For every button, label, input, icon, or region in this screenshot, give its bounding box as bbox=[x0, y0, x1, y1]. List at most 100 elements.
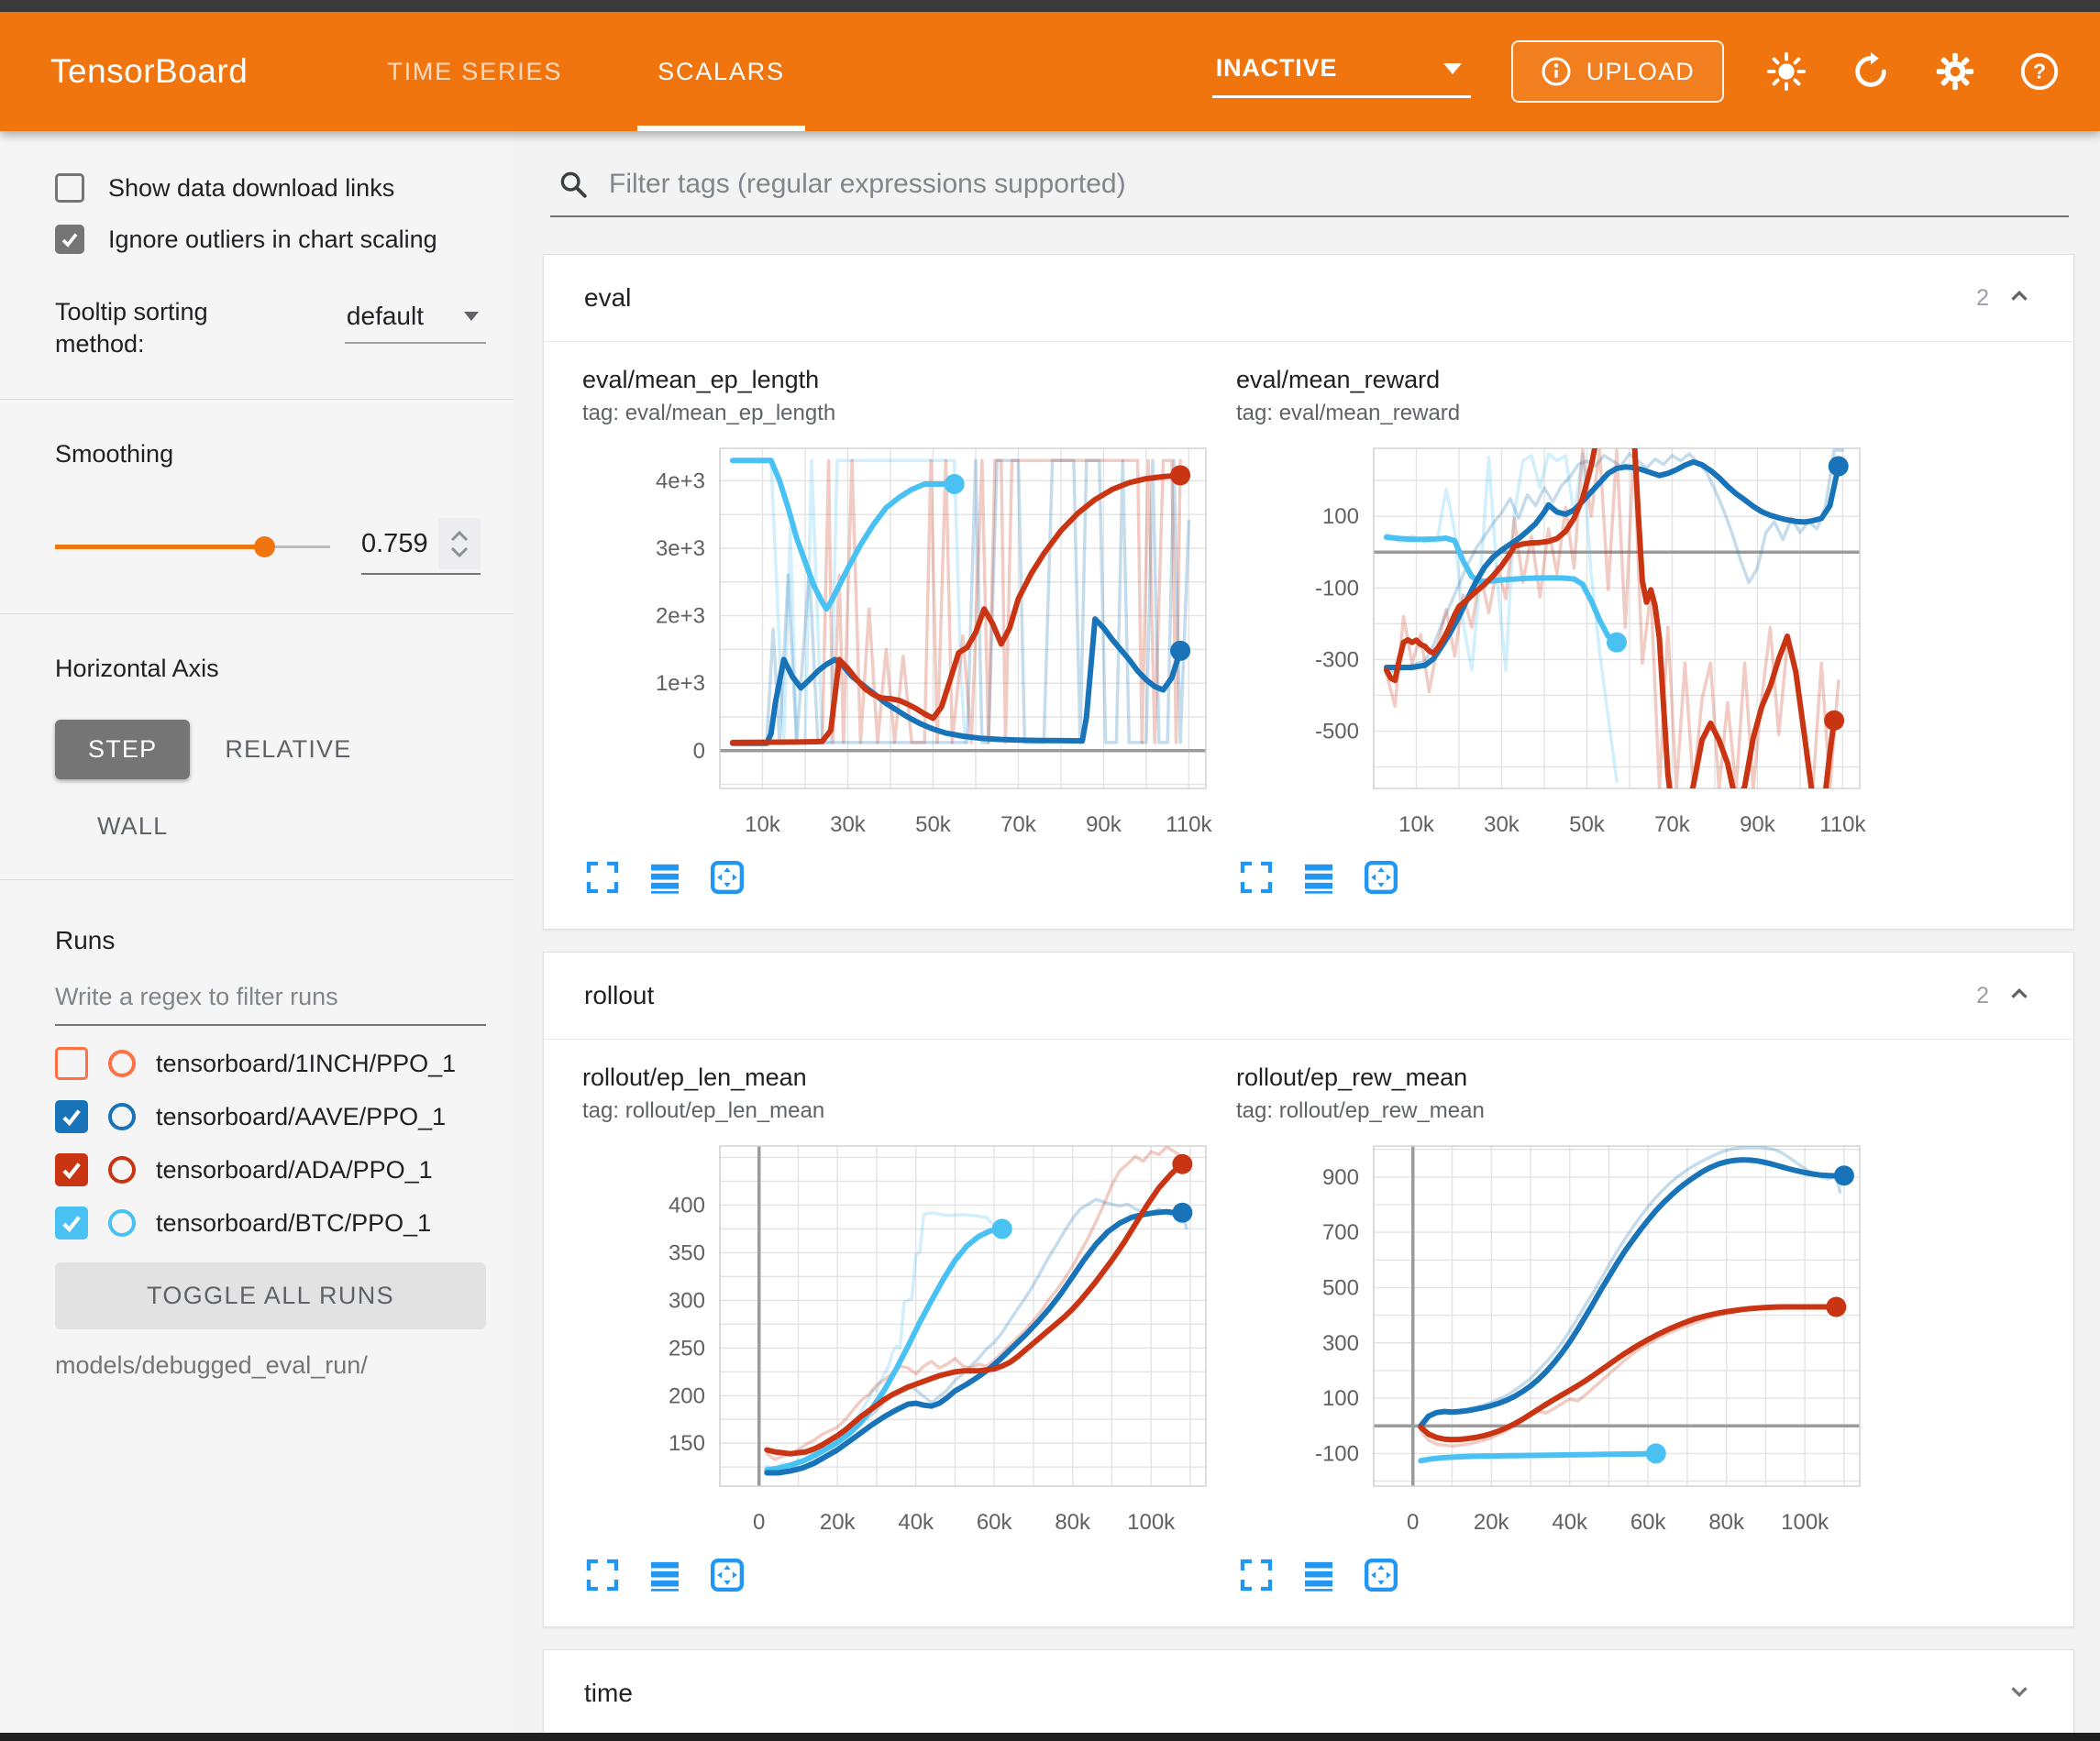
settings-gear-icon[interactable] bbox=[1933, 50, 1977, 94]
filter-tags-input[interactable] bbox=[607, 168, 2061, 201]
smoothing-row bbox=[55, 518, 486, 576]
run-label: tensorboard/AAVE/PPO_1 bbox=[156, 1102, 447, 1130]
fit-domain-icon[interactable] bbox=[1363, 1557, 1399, 1593]
series-end-dot-AAVE bbox=[1828, 456, 1849, 477]
chevron-up-icon[interactable] bbox=[2006, 282, 2033, 314]
show-download-links-checkbox[interactable]: Show data download links bbox=[55, 173, 486, 203]
smoothing-value-field bbox=[361, 518, 481, 576]
series-line-AAVE-smoothed bbox=[1418, 1157, 1847, 1429]
divider bbox=[0, 399, 514, 401]
series-line-AAVE-smoothed bbox=[1383, 458, 1841, 670]
runs-root-path: models/debugged_eval_run/ bbox=[55, 1351, 368, 1380]
run-label: tensorboard/BTC/PPO_1 bbox=[156, 1208, 432, 1237]
series-end-dot-AAVE bbox=[1172, 1202, 1193, 1223]
fit-domain-icon[interactable] bbox=[1363, 859, 1399, 896]
info-icon bbox=[1542, 57, 1571, 86]
run-checkbox-checked-icon[interactable] bbox=[55, 1100, 88, 1134]
run-label: tensorboard/1INCH/PPO_1 bbox=[156, 1049, 457, 1077]
fit-domain-icon[interactable] bbox=[709, 1557, 746, 1593]
tooltip-sorting-label: Tooltip sorting method: bbox=[55, 298, 208, 358]
smoothing-label: Smoothing bbox=[55, 440, 174, 468]
section-chart-count: 2 bbox=[1976, 284, 1989, 311]
run-checkbox-checked-icon[interactable] bbox=[55, 1153, 88, 1187]
fit-domain-icon[interactable] bbox=[709, 859, 746, 896]
run-checkbox-checked-icon[interactable] bbox=[55, 1207, 88, 1240]
series-line-BTC-raw bbox=[731, 458, 967, 744]
x-tick-label: 80k bbox=[1055, 1510, 1091, 1535]
series-line-BTC-raw bbox=[765, 1210, 1004, 1472]
chevron-down-icon bbox=[450, 546, 469, 557]
expand-chart-icon[interactable] bbox=[584, 859, 621, 896]
series-line-ADA-smoothed bbox=[764, 1161, 1186, 1457]
chart-plot[interactable]: 0 20k 40k 60k 80k 100k -100 100 300 500 700 900 bbox=[1236, 1133, 1869, 1555]
chevron-down-icon bbox=[1442, 62, 1462, 74]
run-row[interactable]: tensorboard/BTC/PPO_1 bbox=[55, 1196, 486, 1250]
tag-sections: eval 2 eval/mean_ep_length tag: eval/mean_e… bbox=[543, 254, 2074, 1737]
run-row[interactable]: tensorboard/ADA/PPO_1 bbox=[55, 1143, 486, 1196]
slider-knob[interactable] bbox=[254, 536, 275, 558]
run-color-swatch-icon bbox=[108, 1103, 136, 1131]
scalars-dashboard: eval 2 eval/mean_ep_length tag: eval/mean_e… bbox=[514, 131, 2100, 1741]
series-end-dot-ADA bbox=[1824, 710, 1845, 731]
step-button[interactable]: STEP bbox=[55, 720, 191, 780]
series-line-AAVE-smoothed bbox=[729, 616, 1184, 746]
series-end-dot-ADA bbox=[1170, 465, 1191, 486]
section-header-controls bbox=[2006, 1678, 2033, 1710]
section-header-controls: 2 bbox=[1976, 282, 2033, 314]
toggle-all-runs-button[interactable]: TOGGLE ALL RUNS bbox=[55, 1262, 486, 1330]
number-stepper[interactable] bbox=[438, 518, 481, 570]
chevron-up-icon[interactable] bbox=[2006, 980, 2033, 1012]
relative-button[interactable]: RELATIVE bbox=[225, 735, 352, 764]
series-end-dot-BTC bbox=[944, 474, 965, 495]
chevron-down-icon[interactable] bbox=[2006, 1678, 2033, 1710]
section-header-rollout[interactable]: rollout 2 bbox=[544, 953, 2073, 1040]
status-dropdown[interactable]: INACTIVE bbox=[1211, 45, 1471, 98]
chart-plot[interactable]: 0 20k 40k 60k 80k 100k 150 200 250 300 350 400 bbox=[582, 1133, 1215, 1555]
y-tick-label: 100 bbox=[1322, 1386, 1359, 1411]
tooltip-sorting-value: default bbox=[346, 302, 424, 330]
y-tick-label: -100 bbox=[1315, 576, 1359, 601]
run-row[interactable]: tensorboard/AAVE/PPO_1 bbox=[55, 1090, 486, 1143]
wall-button[interactable]: WALL bbox=[97, 812, 169, 841]
tooltip-sorting-select[interactable]: default bbox=[344, 300, 486, 344]
run-checkbox-unchecked-icon[interactable] bbox=[55, 1047, 88, 1081]
x-tick-label: 20k bbox=[1474, 1510, 1510, 1535]
x-tick-label: 100k bbox=[1781, 1510, 1829, 1535]
x-tick-label: 30k bbox=[830, 812, 867, 837]
brightness-icon[interactable] bbox=[1764, 50, 1808, 94]
expand-chart-icon[interactable] bbox=[1238, 1557, 1275, 1593]
y-tick-label: 250 bbox=[669, 1336, 705, 1361]
y-tick-label: 100 bbox=[1322, 504, 1359, 529]
x-tick-label: 0 bbox=[1407, 1510, 1419, 1535]
x-tick-label: 50k bbox=[1569, 812, 1606, 837]
refresh-icon[interactable] bbox=[1849, 50, 1893, 94]
expand-chart-icon[interactable] bbox=[1238, 859, 1275, 896]
tab-time-series[interactable]: TIME SERIES bbox=[387, 57, 563, 85]
run-row[interactable]: tensorboard/1INCH/PPO_1 bbox=[55, 1037, 486, 1090]
section-header-time[interactable]: time bbox=[544, 1650, 2073, 1736]
series-line-BTC-smoothed bbox=[1383, 534, 1619, 645]
chart-plot[interactable]: 10k 30k 50k 70k 90k 110k 0 1e+3 2e+3 3e+3 4e+3 bbox=[582, 435, 1215, 857]
section-header-eval[interactable]: eval 2 bbox=[544, 255, 2073, 342]
x-tick-label: 40k bbox=[1552, 1510, 1588, 1535]
run-filter-input[interactable] bbox=[55, 977, 486, 1027]
help-icon[interactable]: ? bbox=[2017, 50, 2061, 94]
expand-chart-icon[interactable] bbox=[584, 1557, 621, 1593]
smoothing-slider[interactable] bbox=[55, 535, 330, 558]
series-end-dot-AAVE bbox=[1170, 640, 1191, 661]
smoothing-value-input[interactable] bbox=[361, 528, 438, 559]
upload-button[interactable]: UPLOAD bbox=[1510, 40, 1724, 103]
ignore-outliers-checkbox[interactable]: Ignore outliers in chart scaling bbox=[55, 225, 486, 254]
section-card-rollout: rollout 2 rollout/ep_len_mean tag: rollout/… bbox=[543, 952, 2074, 1627]
flyout-lines-icon[interactable] bbox=[647, 1557, 683, 1593]
y-tick-label: 200 bbox=[669, 1383, 705, 1408]
tab-scalars[interactable]: SCALARS bbox=[628, 12, 814, 131]
chart-tag: tag: eval/mean_ep_length bbox=[582, 401, 836, 425]
x-tick-label: 10k bbox=[1398, 812, 1435, 837]
x-tick-label: 110k bbox=[1166, 812, 1212, 837]
flyout-lines-icon[interactable] bbox=[1300, 1557, 1337, 1593]
flyout-lines-icon[interactable] bbox=[647, 859, 683, 896]
chart-plot[interactable]: 10k 30k 50k 70k 90k 110k 100 -100 -300 -500 bbox=[1236, 435, 1869, 857]
flyout-lines-icon[interactable] bbox=[1300, 859, 1337, 896]
checkbox-label: Show data download links bbox=[108, 173, 395, 202]
